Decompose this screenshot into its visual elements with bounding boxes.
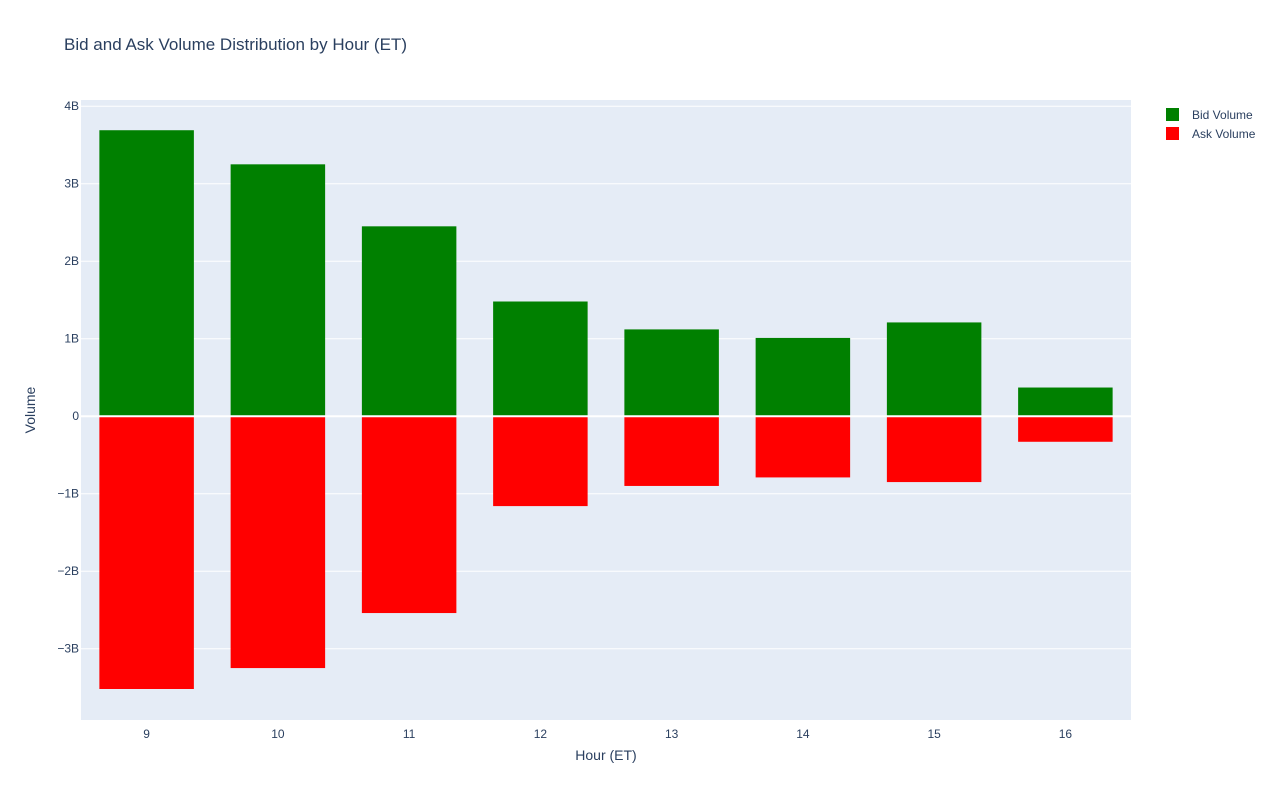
y-tick-label: 1B — [64, 332, 79, 346]
bid-bar-hour-16[interactable] — [1018, 387, 1113, 417]
ask-bar-hour-9[interactable] — [99, 416, 194, 689]
bid-bar-hour-14[interactable] — [755, 337, 851, 417]
x-tick-label: 10 — [271, 727, 285, 741]
x-tick-label: 13 — [665, 727, 679, 741]
x-tick-label: 12 — [534, 727, 548, 741]
ask-bar-hour-14[interactable] — [755, 416, 851, 478]
y-tick-label: −1B — [57, 487, 79, 501]
y-tick-label: 3B — [64, 177, 79, 191]
ask-bar-hour-11[interactable] — [361, 416, 457, 614]
ask-bar-hour-16[interactable] — [1018, 416, 1113, 442]
y-tick-label: −2B — [57, 564, 79, 578]
legend-swatch-bid — [1166, 108, 1179, 121]
x-tick-label: 9 — [143, 727, 150, 741]
x-tick-labels: 9 10 11 12 13 14 15 16 — [143, 727, 1072, 741]
legend-item-ask[interactable]: Ask Volume — [1166, 127, 1256, 141]
bid-bar-hour-15[interactable] — [886, 322, 982, 417]
ask-bar-hour-12[interactable] — [493, 416, 588, 507]
legend-item-bid[interactable]: Bid Volume — [1166, 108, 1253, 122]
x-tick-label: 14 — [796, 727, 810, 741]
ask-bar-hour-13[interactable] — [624, 416, 719, 486]
legend: Bid Volume Ask Volume — [1166, 108, 1256, 141]
chart-title: Bid and Ask Volume Distribution by Hour … — [64, 35, 407, 54]
bars — [99, 130, 1113, 689]
ask-bar-hour-15[interactable] — [886, 416, 982, 483]
x-tick-label: 11 — [403, 727, 416, 741]
bid-bar-hour-10[interactable] — [230, 164, 326, 417]
x-axis-title: Hour (ET) — [575, 747, 636, 763]
y-tick-label: 4B — [64, 99, 79, 113]
y-tick-label: 2B — [64, 254, 79, 268]
y-tick-labels: −3B −2B −1B 0 1B 2B 3B 4B — [57, 99, 79, 656]
bid-bar-hour-12[interactable] — [493, 301, 588, 417]
bid-bar-hour-11[interactable] — [361, 226, 457, 417]
y-axis-title: Volume — [22, 386, 38, 433]
bid-bar-hour-9[interactable] — [99, 130, 194, 417]
x-tick-label: 16 — [1059, 727, 1073, 741]
legend-swatch-ask — [1166, 127, 1179, 140]
y-tick-label: −3B — [57, 642, 79, 656]
y-tick-label: 0 — [72, 409, 79, 423]
ask-bar-hour-10[interactable] — [230, 416, 326, 669]
bid-bar-hour-13[interactable] — [624, 329, 719, 417]
x-tick-label: 15 — [927, 727, 941, 741]
legend-label-ask: Ask Volume — [1192, 127, 1256, 141]
legend-label-bid: Bid Volume — [1192, 108, 1253, 122]
